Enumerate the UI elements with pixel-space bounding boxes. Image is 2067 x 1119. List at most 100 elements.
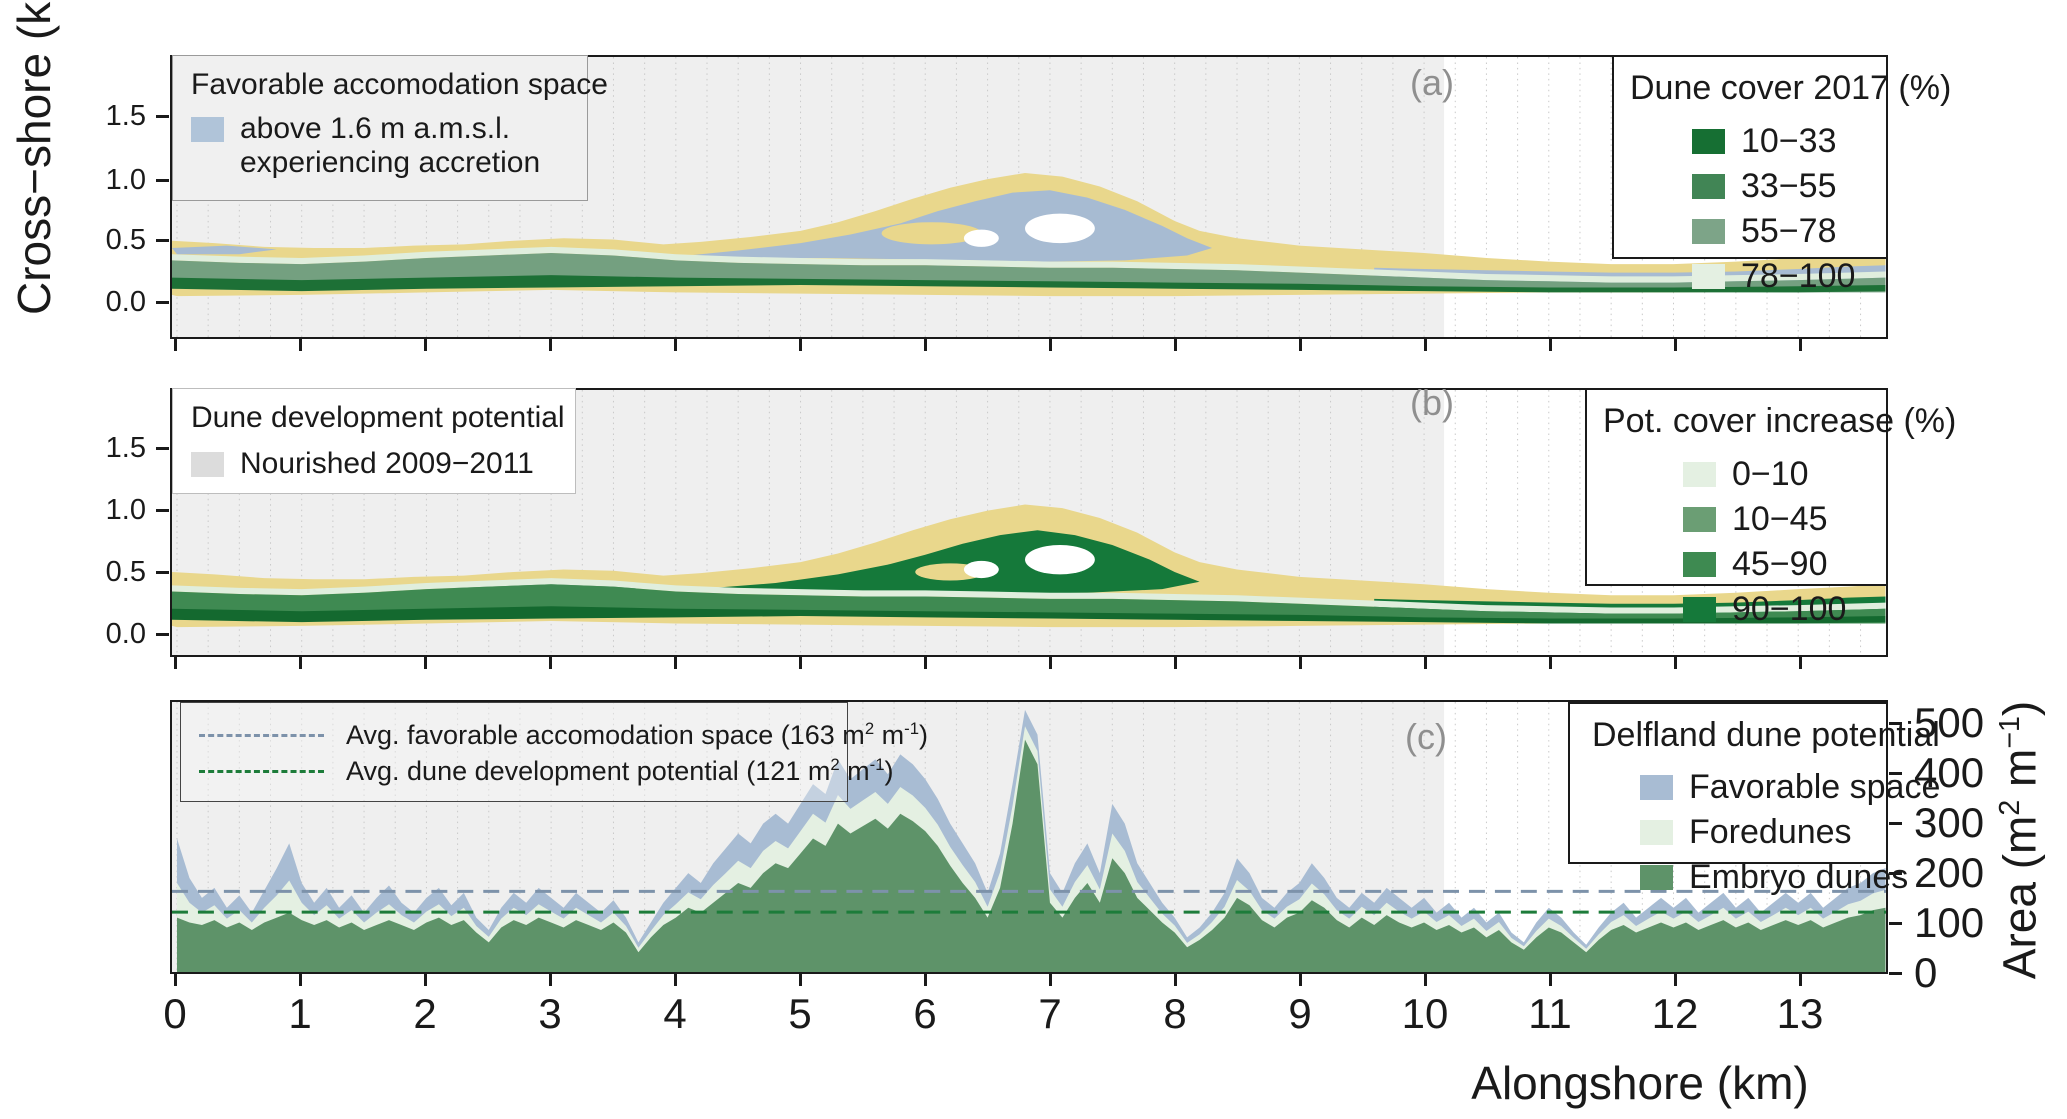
- x-tick-label-7: 7: [1038, 990, 1062, 1037]
- y-tick-label-c-100: 100: [1914, 899, 1985, 946]
- favorable-space-series-swatch: [1640, 775, 1673, 800]
- y-tick-b-1.5: [156, 447, 169, 450]
- y-tick-label-b-1.0: 1.0: [105, 494, 146, 526]
- x-tick-pa-10: [1424, 339, 1427, 351]
- pot-cover-label-3: 45−90: [1732, 545, 1828, 583]
- dune-cover-swatch-2: [1692, 174, 1725, 199]
- x-tick-pc-5: [799, 974, 802, 986]
- x-tick-pb-4: [674, 657, 677, 669]
- legend-dune-development-title: Dune development potential: [191, 401, 565, 434]
- x-tick-pc-2: [424, 974, 427, 986]
- x-tick-label-10: 10: [1401, 990, 1449, 1037]
- x-tick-pa-8: [1174, 339, 1177, 351]
- x-tick-pb-13: [1799, 657, 1802, 669]
- y-tick-b-1.0: [156, 509, 169, 512]
- favorable-space-series-label: Favorable space: [1689, 768, 1941, 806]
- x-tick-pa-3: [549, 339, 552, 351]
- avg-favorable-label: Avg. favorable accomodation space (163 m…: [346, 719, 929, 750]
- x-tick-pa-13: [1799, 339, 1802, 351]
- x-tick-pa-1: [299, 339, 302, 351]
- dune-cover-label-3: 55−78: [1741, 212, 1837, 250]
- legend-dune-cover: Dune cover 2017 (%) 10−33 33−55 55−78 78…: [1612, 55, 1952, 295]
- y-tick-label-b-1.5: 1.5: [105, 432, 146, 464]
- x-tick-pb-11: [1549, 657, 1552, 669]
- panel-letter-c: (c): [1405, 716, 1447, 757]
- x-tick-pa-4: [674, 339, 677, 351]
- dune-cover-swatch-4: [1692, 264, 1725, 289]
- map-layer-lagoon-west: [963, 560, 999, 579]
- x-tick-pc-11: [1549, 974, 1552, 986]
- pot-cover-label-1: 0−10: [1732, 455, 1809, 493]
- map-layer-potential-0-10-fringe: [172, 578, 1886, 614]
- legend-dune-cover-title: Dune cover 2017 (%): [1630, 69, 1952, 107]
- foredunes-series-label: Foredunes: [1689, 813, 1852, 851]
- x-tick-pc-8: [1174, 974, 1177, 986]
- x-tick-label-3: 3: [538, 990, 562, 1037]
- x-tick-pb-0: [174, 657, 177, 669]
- panel-c-chart: [170, 700, 1888, 974]
- x-tick-pa-12: [1674, 339, 1677, 351]
- x-tick-pa-9: [1299, 339, 1302, 351]
- dune-cover-label-1: 10−33: [1741, 122, 1837, 160]
- pot-cover-swatch-3: [1683, 552, 1716, 577]
- x-tick-label-4: 4: [663, 990, 687, 1037]
- x-tick-pb-2: [424, 657, 427, 669]
- y-tick-a-0.5: [156, 239, 169, 242]
- y-tick-label-c-200: 200: [1914, 849, 1985, 896]
- map-layer-potential-90-100-bulge: [713, 530, 1200, 594]
- x-tick-pc-4: [674, 974, 677, 986]
- embryo-dunes-series-swatch: [1640, 865, 1673, 890]
- x-tick-pb-3: [549, 657, 552, 669]
- panel-c-canvas: [172, 702, 1886, 972]
- dune-cover-label-2: 33−55: [1741, 167, 1837, 205]
- x-tick-pc-9: [1299, 974, 1302, 986]
- y-tick-label-c-500: 500: [1914, 699, 1985, 746]
- map-layer-dune-cover-10-33-edge: [172, 275, 1886, 293]
- x-tick-pb-5: [799, 657, 802, 669]
- x-tick-pb-9: [1299, 657, 1302, 669]
- x-tick-pa-0: [174, 339, 177, 351]
- x-tick-pb-7: [1049, 657, 1052, 669]
- x-tick-pc-7: [1049, 974, 1052, 986]
- dune-cover-label-4: 78−100: [1741, 257, 1856, 295]
- pot-cover-label-4: 90−100: [1732, 590, 1847, 628]
- x-tick-pb-1: [299, 657, 302, 669]
- x-tick-pc-6: [924, 974, 927, 986]
- x-tick-pa-5: [799, 339, 802, 351]
- y-tick-label-b-0.0: 0.0: [105, 618, 146, 650]
- favorable-space-swatch: [191, 116, 224, 142]
- legend-favorable-space-title: Favorable accomodation space: [191, 68, 608, 101]
- x-tick-label-8: 8: [1163, 990, 1187, 1037]
- x-tick-pb-10: [1424, 657, 1427, 669]
- map-layer-lagoon-east: [1025, 544, 1095, 575]
- x-tick-pb-8: [1174, 657, 1177, 669]
- legend-dune-development: Dune development potential Nourished 200…: [172, 388, 576, 494]
- y-tick-a-0.0: [156, 301, 169, 304]
- y-tick-a-1.0: [156, 179, 169, 182]
- dune-cover-swatch-1: [1692, 129, 1725, 154]
- x-tick-pc-12: [1674, 974, 1677, 986]
- y-tick-c-200: [1889, 872, 1902, 875]
- x-tick-label-12: 12: [1651, 990, 1699, 1037]
- y-tick-label-c-0: 0: [1914, 949, 1938, 996]
- map-layer-lagoon-west: [963, 229, 999, 247]
- x-tick-pb-12: [1674, 657, 1677, 669]
- x-tick-label-9: 9: [1288, 990, 1312, 1037]
- x-tick-pc-10: [1424, 974, 1427, 986]
- y-tick-label-b-0.5: 0.5: [105, 556, 146, 588]
- y-tick-label-c-300: 300: [1914, 799, 1985, 846]
- pot-cover-swatch-4: [1683, 597, 1716, 622]
- y-tick-label-a-1.0: 1.0: [105, 164, 146, 196]
- legend-pot-cover-title: Pot. cover increase (%): [1603, 402, 1957, 440]
- legend-favorable-space: Favorable accomodation space above 1.6 m…: [172, 55, 608, 201]
- x-tick-label-1: 1: [288, 990, 312, 1037]
- map-layer-sand-island: [881, 222, 982, 245]
- pot-cover-swatch-1: [1683, 462, 1716, 487]
- embryo-dunes-series-label: Embryo dunes: [1689, 858, 1909, 896]
- y-tick-b-0.5: [156, 571, 169, 574]
- x-axis-title-alongshore: Alongshore (km): [1471, 1057, 1809, 1109]
- panel-letter-a: (a): [1410, 62, 1454, 103]
- map-layer-lagoon-east: [1025, 213, 1095, 244]
- nourished-label: Nourished 2009−2011: [240, 447, 534, 480]
